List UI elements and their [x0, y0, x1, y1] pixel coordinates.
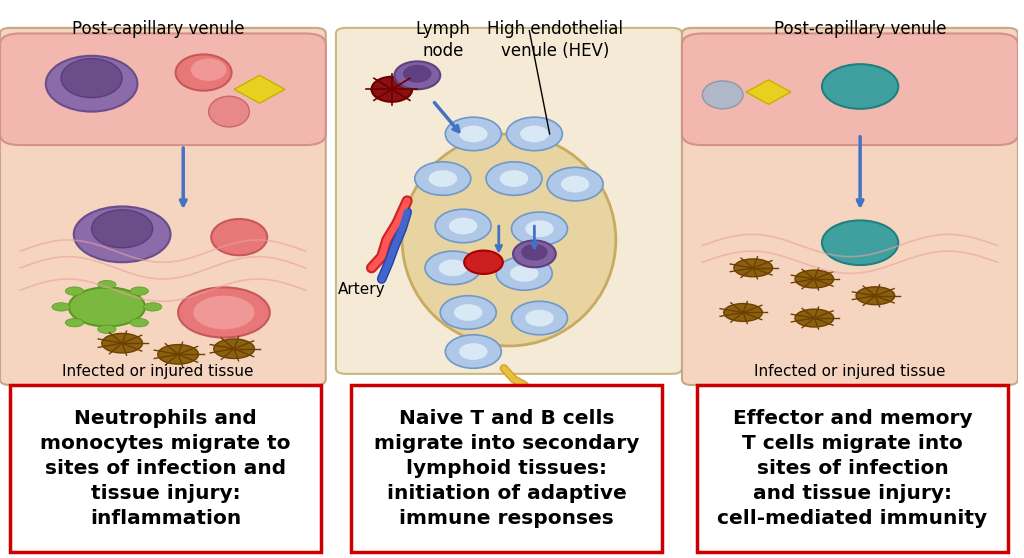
FancyBboxPatch shape: [351, 385, 662, 552]
Text: Infected or injured tissue: Infected or injured tissue: [755, 364, 946, 378]
FancyBboxPatch shape: [697, 385, 1008, 552]
Text: Neutrophils and
monocytes migrate to
sites of infection and
tissue injury:
infla: Neutrophils and monocytes migrate to sit…: [40, 409, 291, 528]
Ellipse shape: [438, 259, 467, 276]
Ellipse shape: [209, 96, 250, 127]
Ellipse shape: [822, 64, 898, 109]
Ellipse shape: [724, 304, 763, 321]
Text: Infected or injured tissue: Infected or injured tissue: [62, 364, 254, 378]
Ellipse shape: [856, 287, 895, 305]
Ellipse shape: [445, 335, 502, 368]
Ellipse shape: [486, 162, 542, 195]
FancyBboxPatch shape: [0, 33, 326, 145]
Ellipse shape: [211, 219, 267, 256]
Ellipse shape: [214, 339, 255, 358]
Text: Post-capillary venule: Post-capillary venule: [774, 20, 946, 37]
Ellipse shape: [66, 319, 84, 327]
FancyBboxPatch shape: [336, 28, 682, 374]
Ellipse shape: [425, 251, 481, 285]
Ellipse shape: [158, 344, 199, 364]
Ellipse shape: [440, 296, 497, 329]
Text: Artery: Artery: [338, 282, 385, 297]
Text: Effector and memory
T cells migrate into
sites of infection
and tissue injury:
c: Effector and memory T cells migrate into…: [718, 409, 987, 528]
Ellipse shape: [69, 287, 145, 326]
Text: Post-capillary venule: Post-capillary venule: [72, 20, 244, 37]
Ellipse shape: [510, 265, 539, 282]
Ellipse shape: [130, 319, 148, 327]
Ellipse shape: [175, 55, 231, 90]
Ellipse shape: [449, 218, 477, 234]
Ellipse shape: [561, 176, 590, 193]
Text: High endothelial
venule (HEV): High endothelial venule (HEV): [486, 20, 623, 60]
Ellipse shape: [464, 251, 503, 274]
Ellipse shape: [507, 117, 562, 151]
Ellipse shape: [459, 343, 487, 360]
Ellipse shape: [428, 170, 457, 187]
Ellipse shape: [795, 309, 834, 327]
Ellipse shape: [525, 310, 554, 326]
Ellipse shape: [547, 167, 603, 201]
FancyBboxPatch shape: [682, 28, 1018, 385]
Ellipse shape: [178, 287, 269, 338]
Ellipse shape: [521, 244, 548, 261]
Ellipse shape: [512, 301, 567, 335]
Ellipse shape: [734, 259, 772, 277]
Ellipse shape: [372, 77, 413, 102]
Ellipse shape: [143, 302, 162, 311]
Ellipse shape: [403, 65, 431, 83]
Ellipse shape: [190, 59, 226, 81]
Text: Naive T and B cells
migrate into secondary
lymphoid tissues:
initiation of adapt: Naive T and B cells migrate into seconda…: [374, 409, 639, 528]
Ellipse shape: [500, 170, 528, 187]
Ellipse shape: [130, 287, 148, 295]
Ellipse shape: [512, 212, 567, 246]
Ellipse shape: [795, 270, 834, 288]
Ellipse shape: [822, 220, 898, 265]
Ellipse shape: [74, 206, 171, 262]
Ellipse shape: [97, 325, 116, 333]
Ellipse shape: [52, 302, 71, 311]
Ellipse shape: [194, 296, 255, 329]
Ellipse shape: [459, 126, 487, 142]
Ellipse shape: [702, 81, 743, 109]
Ellipse shape: [445, 117, 502, 151]
Ellipse shape: [454, 304, 482, 321]
Ellipse shape: [513, 240, 556, 267]
Ellipse shape: [520, 126, 549, 142]
FancyBboxPatch shape: [0, 28, 326, 385]
Ellipse shape: [91, 210, 153, 248]
Ellipse shape: [525, 220, 554, 237]
Text: Lymph
node: Lymph node: [416, 20, 470, 60]
Ellipse shape: [101, 333, 142, 353]
Ellipse shape: [497, 257, 552, 290]
Ellipse shape: [97, 280, 116, 289]
FancyBboxPatch shape: [682, 33, 1018, 145]
Ellipse shape: [394, 61, 440, 89]
FancyBboxPatch shape: [10, 385, 321, 552]
Ellipse shape: [415, 162, 471, 195]
Ellipse shape: [402, 134, 615, 346]
Ellipse shape: [435, 209, 492, 243]
Ellipse shape: [46, 56, 137, 112]
Ellipse shape: [61, 59, 122, 98]
Ellipse shape: [66, 287, 84, 295]
